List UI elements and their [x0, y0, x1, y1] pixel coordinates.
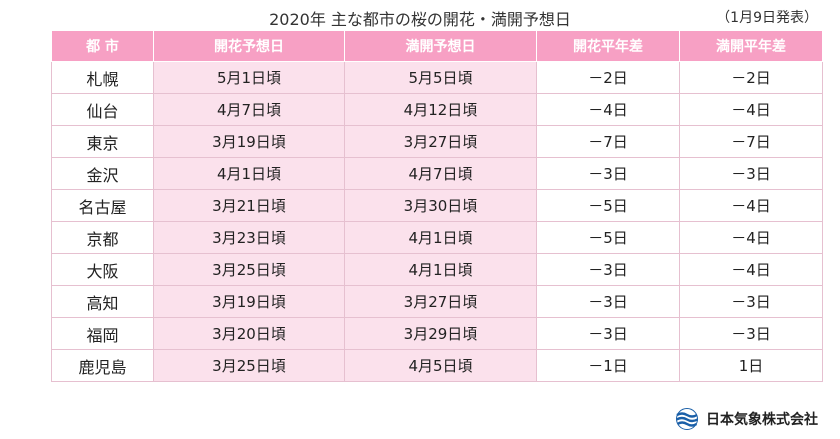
- full-bloom-diff-cell: －3日: [679, 285, 823, 318]
- full-bloom-date-cell: 5月5日頃: [344, 61, 537, 94]
- wave-logo-icon: [674, 408, 700, 430]
- city-cell: 金沢: [51, 157, 154, 190]
- table-header-row: 都 市 開花予想日 満開予想日 開花平年差 満開平年差: [51, 30, 823, 62]
- full-bloom-date-cell: 3月27日頃: [344, 285, 537, 318]
- column-header-full-bloom-date: 満開予想日: [344, 30, 537, 62]
- bloom-diff-cell: －3日: [536, 157, 680, 190]
- full-bloom-date-cell: 4月12日頃: [344, 93, 537, 126]
- bloom-date-cell: 5月1日頃: [153, 61, 345, 94]
- column-header-city: 都 市: [51, 30, 154, 62]
- column-header-full-bloom-diff: 満開平年差: [679, 30, 823, 62]
- announcement-date: （1月9日発表）: [716, 10, 818, 26]
- bloom-diff-cell: －7日: [536, 125, 680, 158]
- city-cell: 鹿児島: [51, 349, 154, 382]
- full-bloom-date-cell: 4月7日頃: [344, 157, 537, 190]
- full-bloom-date-cell: 4月1日頃: [344, 221, 537, 254]
- table-row: 大阪 3月25日頃 4月1日頃 －3日 －4日: [51, 253, 823, 286]
- forecast-table: 都 市 開花予想日 満開予想日 開花平年差 満開平年差 札幌 5月1日頃 5月5日頃…: [51, 30, 823, 382]
- brand-name: 日本気象株式会社: [706, 412, 818, 428]
- bloom-date-cell: 3月19日頃: [153, 285, 345, 318]
- city-cell: 福岡: [51, 317, 154, 350]
- full-bloom-date-cell: 3月29日頃: [344, 317, 537, 350]
- column-header-bloom-diff: 開花平年差: [536, 30, 680, 62]
- city-cell: 大阪: [51, 253, 154, 286]
- full-bloom-diff-cell: －4日: [679, 93, 823, 126]
- full-bloom-date-cell: 4月5日頃: [344, 349, 537, 382]
- bloom-date-cell: 4月7日頃: [153, 93, 345, 126]
- full-bloom-diff-cell: －4日: [679, 253, 823, 286]
- table-row: 京都 3月23日頃 4月1日頃 －5日 －4日: [51, 221, 823, 254]
- full-bloom-date-cell: 3月27日頃: [344, 125, 537, 158]
- table-row: 福岡 3月20日頃 3月29日頃 －3日 －3日: [51, 317, 823, 350]
- full-bloom-diff-cell: －3日: [679, 157, 823, 190]
- bloom-diff-cell: －4日: [536, 93, 680, 126]
- bloom-date-cell: 3月19日頃: [153, 125, 345, 158]
- bloom-diff-cell: －2日: [536, 61, 680, 94]
- city-cell: 札幌: [51, 61, 154, 94]
- bloom-diff-cell: －5日: [536, 221, 680, 254]
- bloom-date-cell: 3月20日頃: [153, 317, 345, 350]
- bloom-date-cell: 3月21日頃: [153, 189, 345, 222]
- table-row: 高知 3月19日頃 3月27日頃 －3日 －3日: [51, 285, 823, 318]
- city-cell: 名古屋: [51, 189, 154, 222]
- full-bloom-diff-cell: －7日: [679, 125, 823, 158]
- full-bloom-diff-cell: －3日: [679, 317, 823, 350]
- table-row: 仙台 4月7日頃 4月12日頃 －4日 －4日: [51, 93, 823, 126]
- full-bloom-date-cell: 3月30日頃: [344, 189, 537, 222]
- column-header-bloom-date: 開花予想日: [153, 30, 345, 62]
- city-cell: 高知: [51, 285, 154, 318]
- full-bloom-diff-cell: －4日: [679, 189, 823, 222]
- bloom-date-cell: 3月25日頃: [153, 349, 345, 382]
- page-title: 2020年 主な都市の桜の開花・満開予想日: [269, 10, 571, 29]
- full-bloom-diff-cell: －4日: [679, 221, 823, 254]
- bloom-diff-cell: －3日: [536, 317, 680, 350]
- full-bloom-diff-cell: 1日: [679, 349, 823, 382]
- full-bloom-diff-cell: －2日: [679, 61, 823, 94]
- bloom-diff-cell: －3日: [536, 253, 680, 286]
- table-row: 名古屋 3月21日頃 3月30日頃 －5日 －4日: [51, 189, 823, 222]
- bloom-diff-cell: －3日: [536, 285, 680, 318]
- brand-footer: 日本気象株式会社: [674, 408, 818, 430]
- table-row: 札幌 5月1日頃 5月5日頃 －2日 －2日: [51, 61, 823, 94]
- bloom-date-cell: 3月23日頃: [153, 221, 345, 254]
- table-row: 金沢 4月1日頃 4月7日頃 －3日 －3日: [51, 157, 823, 190]
- bloom-diff-cell: －5日: [536, 189, 680, 222]
- city-cell: 京都: [51, 221, 154, 254]
- bloom-date-cell: 3月25日頃: [153, 253, 345, 286]
- city-cell: 仙台: [51, 93, 154, 126]
- bloom-diff-cell: －1日: [536, 349, 680, 382]
- table-row: 鹿児島 3月25日頃 4月5日頃 －1日 1日: [51, 349, 823, 382]
- bloom-date-cell: 4月1日頃: [153, 157, 345, 190]
- full-bloom-date-cell: 4月1日頃: [344, 253, 537, 286]
- table-row: 東京 3月19日頃 3月27日頃 －7日 －7日: [51, 125, 823, 158]
- city-cell: 東京: [51, 125, 154, 158]
